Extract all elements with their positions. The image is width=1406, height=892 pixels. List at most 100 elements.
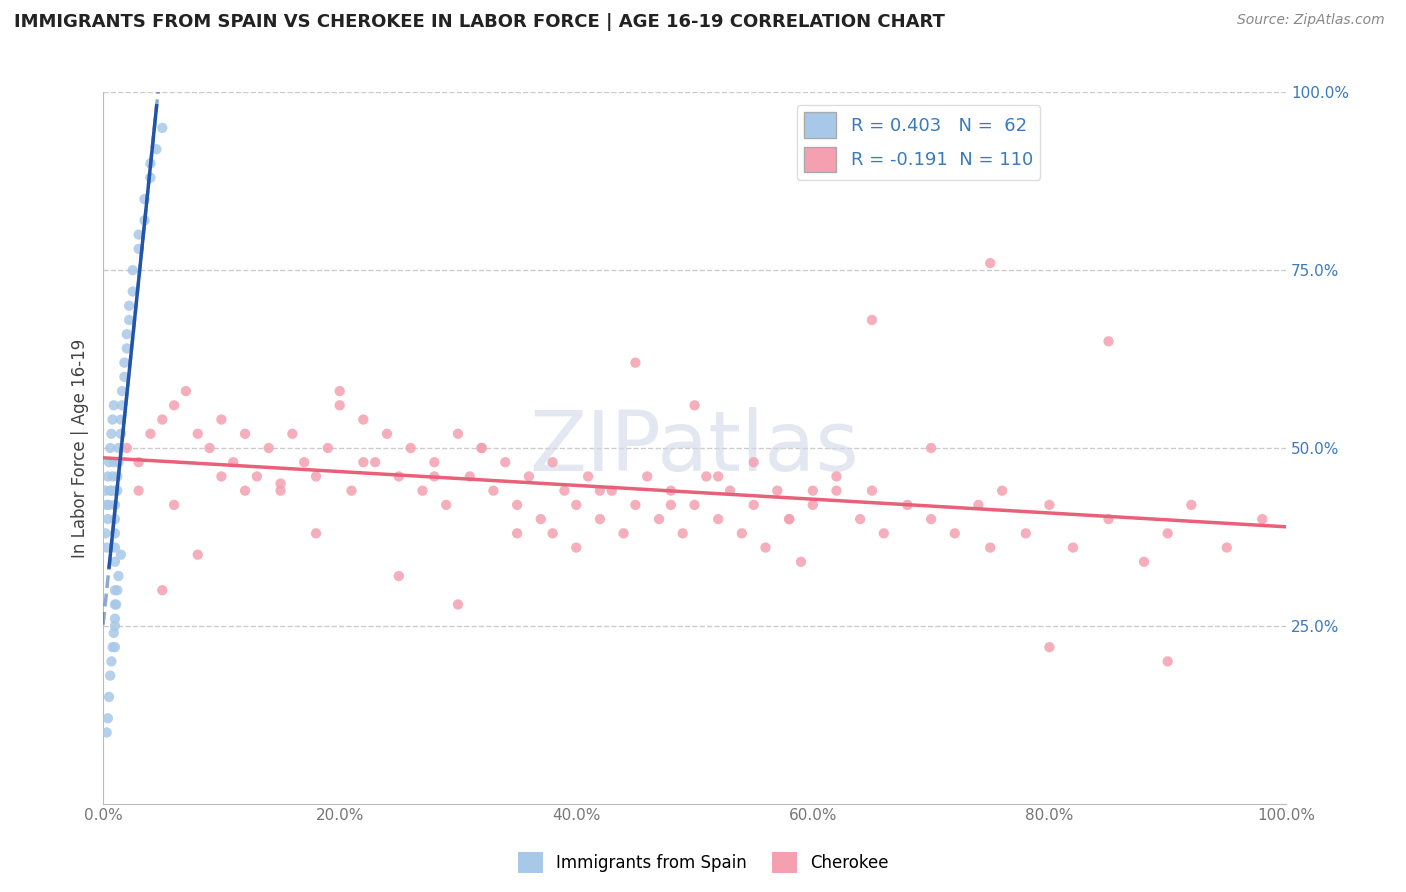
Point <box>364 455 387 469</box>
Point <box>128 242 150 256</box>
Point <box>94 526 117 541</box>
Point <box>659 483 682 498</box>
Point <box>766 483 789 498</box>
Point <box>447 426 470 441</box>
Point <box>695 469 717 483</box>
Point <box>979 256 1001 270</box>
Point <box>873 526 896 541</box>
Y-axis label: In Labor Force | Age 16-19: In Labor Force | Age 16-19 <box>72 338 89 558</box>
Point <box>104 555 127 569</box>
Point <box>731 526 754 541</box>
Point <box>128 483 150 498</box>
Point <box>375 426 398 441</box>
Point <box>233 483 256 498</box>
Legend: Immigrants from Spain, Cherokee: Immigrants from Spain, Cherokee <box>510 846 896 880</box>
Text: IMMIGRANTS FROM SPAIN VS CHEROKEE IN LABOR FORCE | AGE 16-19 CORRELATION CHART: IMMIGRANTS FROM SPAIN VS CHEROKEE IN LAB… <box>14 13 945 31</box>
Point <box>98 690 121 704</box>
Point <box>1097 512 1119 526</box>
Point <box>742 498 765 512</box>
Point <box>107 441 129 455</box>
Point <box>860 483 883 498</box>
Point <box>718 483 741 498</box>
Point <box>790 555 813 569</box>
Point <box>97 711 120 725</box>
Point <box>150 120 173 135</box>
Point <box>860 313 883 327</box>
Point <box>105 483 128 498</box>
Point <box>979 541 1001 555</box>
Point <box>471 441 494 455</box>
Point <box>1097 334 1119 349</box>
Point <box>778 512 800 526</box>
Point <box>1180 498 1202 512</box>
Point <box>104 619 127 633</box>
Point <box>110 426 132 441</box>
Point <box>98 455 121 469</box>
Point <box>98 441 121 455</box>
Text: ZIPatlas: ZIPatlas <box>530 408 859 489</box>
Point <box>636 469 658 483</box>
Point <box>118 299 141 313</box>
Point <box>1133 555 1156 569</box>
Point <box>589 483 612 498</box>
Point <box>134 213 156 227</box>
Point <box>100 654 122 668</box>
Point <box>198 441 221 455</box>
Point <box>96 498 118 512</box>
Point <box>115 441 138 455</box>
Point <box>648 512 671 526</box>
Point <box>920 512 942 526</box>
Point <box>100 483 122 498</box>
Point <box>97 469 120 483</box>
Point <box>707 512 730 526</box>
Point <box>281 426 304 441</box>
Point <box>101 640 124 654</box>
Point <box>1015 526 1038 541</box>
Point <box>896 498 918 512</box>
Point <box>1251 512 1274 526</box>
Point <box>423 455 446 469</box>
Point <box>103 455 125 469</box>
Point <box>94 483 117 498</box>
Point <box>541 455 564 469</box>
Point <box>98 498 121 512</box>
Point <box>399 441 422 455</box>
Point <box>672 526 695 541</box>
Point <box>423 469 446 483</box>
Point <box>683 498 706 512</box>
Point <box>506 526 529 541</box>
Point <box>1038 498 1060 512</box>
Point <box>121 285 143 299</box>
Point <box>103 626 125 640</box>
Point <box>101 412 124 426</box>
Point <box>104 612 127 626</box>
Point <box>98 483 121 498</box>
Point <box>434 498 457 512</box>
Point <box>115 327 138 342</box>
Point <box>494 455 516 469</box>
Point <box>1038 640 1060 654</box>
Point <box>96 725 118 739</box>
Point <box>707 469 730 483</box>
Point <box>110 548 132 562</box>
Point <box>209 412 232 426</box>
Point <box>565 498 588 512</box>
Point <box>458 469 481 483</box>
Point <box>352 455 374 469</box>
Point <box>530 512 553 526</box>
Point <box>105 598 128 612</box>
Point <box>163 398 186 412</box>
Point <box>1216 541 1239 555</box>
Point <box>104 598 127 612</box>
Point <box>101 469 124 483</box>
Point <box>209 469 232 483</box>
Point <box>801 483 824 498</box>
Point <box>118 313 141 327</box>
Point <box>105 583 128 598</box>
Point <box>222 455 245 469</box>
Point <box>110 412 132 426</box>
Point <box>104 640 127 654</box>
Point <box>943 526 966 541</box>
Point <box>825 483 848 498</box>
Point <box>187 426 209 441</box>
